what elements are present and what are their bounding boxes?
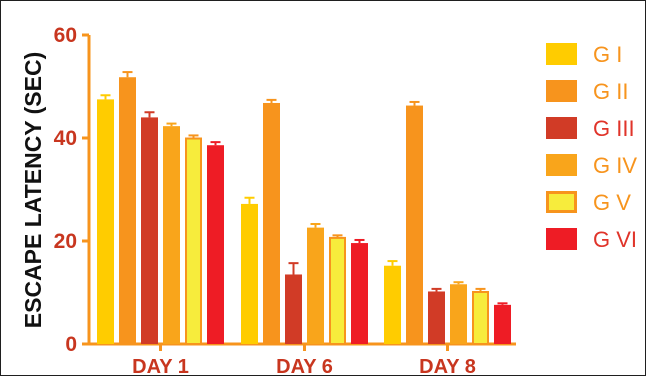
bar-g-iii-day-1 — [141, 117, 158, 345]
legend-swatch-g-ii — [546, 80, 577, 102]
legend-swatch-g-v — [546, 191, 577, 213]
x-tick-label: DAY 8 — [419, 356, 476, 377]
bar-g-iv-day-8 — [450, 284, 467, 344]
bar-g-ii-day-1 — [119, 77, 136, 344]
y-tick-label: 40 — [54, 127, 77, 150]
legend-swatch-g-iii — [546, 117, 577, 139]
y-tick-label: 0 — [65, 333, 77, 356]
bar-g-vi-day-6 — [351, 243, 368, 344]
bar-g-vi-day-1 — [207, 145, 224, 344]
bar-g-vi-day-8 — [494, 304, 511, 344]
bars — [97, 71, 511, 345]
y-axis-title-group: ESCAPE LATENCY (SEC) — [20, 52, 46, 328]
y-tick-label: 60 — [54, 24, 77, 47]
legend-label-g-vi: G VI — [593, 227, 637, 252]
x-tick-label: DAY 6 — [276, 356, 333, 377]
bar-g-iv-day-1 — [163, 126, 180, 344]
bar-g-ii-day-6 — [263, 102, 280, 344]
legend-label-g-i: G I — [593, 42, 622, 67]
legend-label-g-iii: G III — [593, 116, 635, 141]
bar-g-i-day-8 — [384, 265, 401, 344]
legend-label-g-ii: G II — [593, 79, 628, 104]
bar-g-iii-day-6 — [285, 274, 302, 344]
bar-g-iii-day-8 — [428, 291, 445, 344]
legend-swatch-g-vi — [546, 228, 577, 250]
legend: G I G II G III G IV G V G VI — [546, 42, 637, 252]
bar-g-ii-day-8 — [406, 105, 423, 345]
legend-label-g-iv: G IV — [593, 153, 637, 178]
bar-g-v-day-6 — [329, 236, 346, 345]
legend-label-g-v: G V — [593, 190, 631, 215]
bar-g-v-day-1 — [185, 137, 202, 345]
bar-g-iv-day-6 — [307, 227, 324, 344]
axes: 0 20 40 60 DAY 1 DAY 6 DAY 8 — [54, 24, 516, 377]
y-axis-title: ESCAPE LATENCY (SEC) — [20, 52, 46, 328]
x-tick-label: DAY 1 — [132, 356, 189, 377]
bar-g-i-day-6 — [241, 203, 258, 344]
bar-g-v-day-8 — [472, 290, 489, 345]
legend-swatch-g-iv — [546, 154, 577, 176]
y-tick-label: 20 — [54, 230, 77, 253]
bar-g-i-day-1 — [97, 99, 114, 344]
legend-swatch-g-i — [546, 43, 577, 65]
